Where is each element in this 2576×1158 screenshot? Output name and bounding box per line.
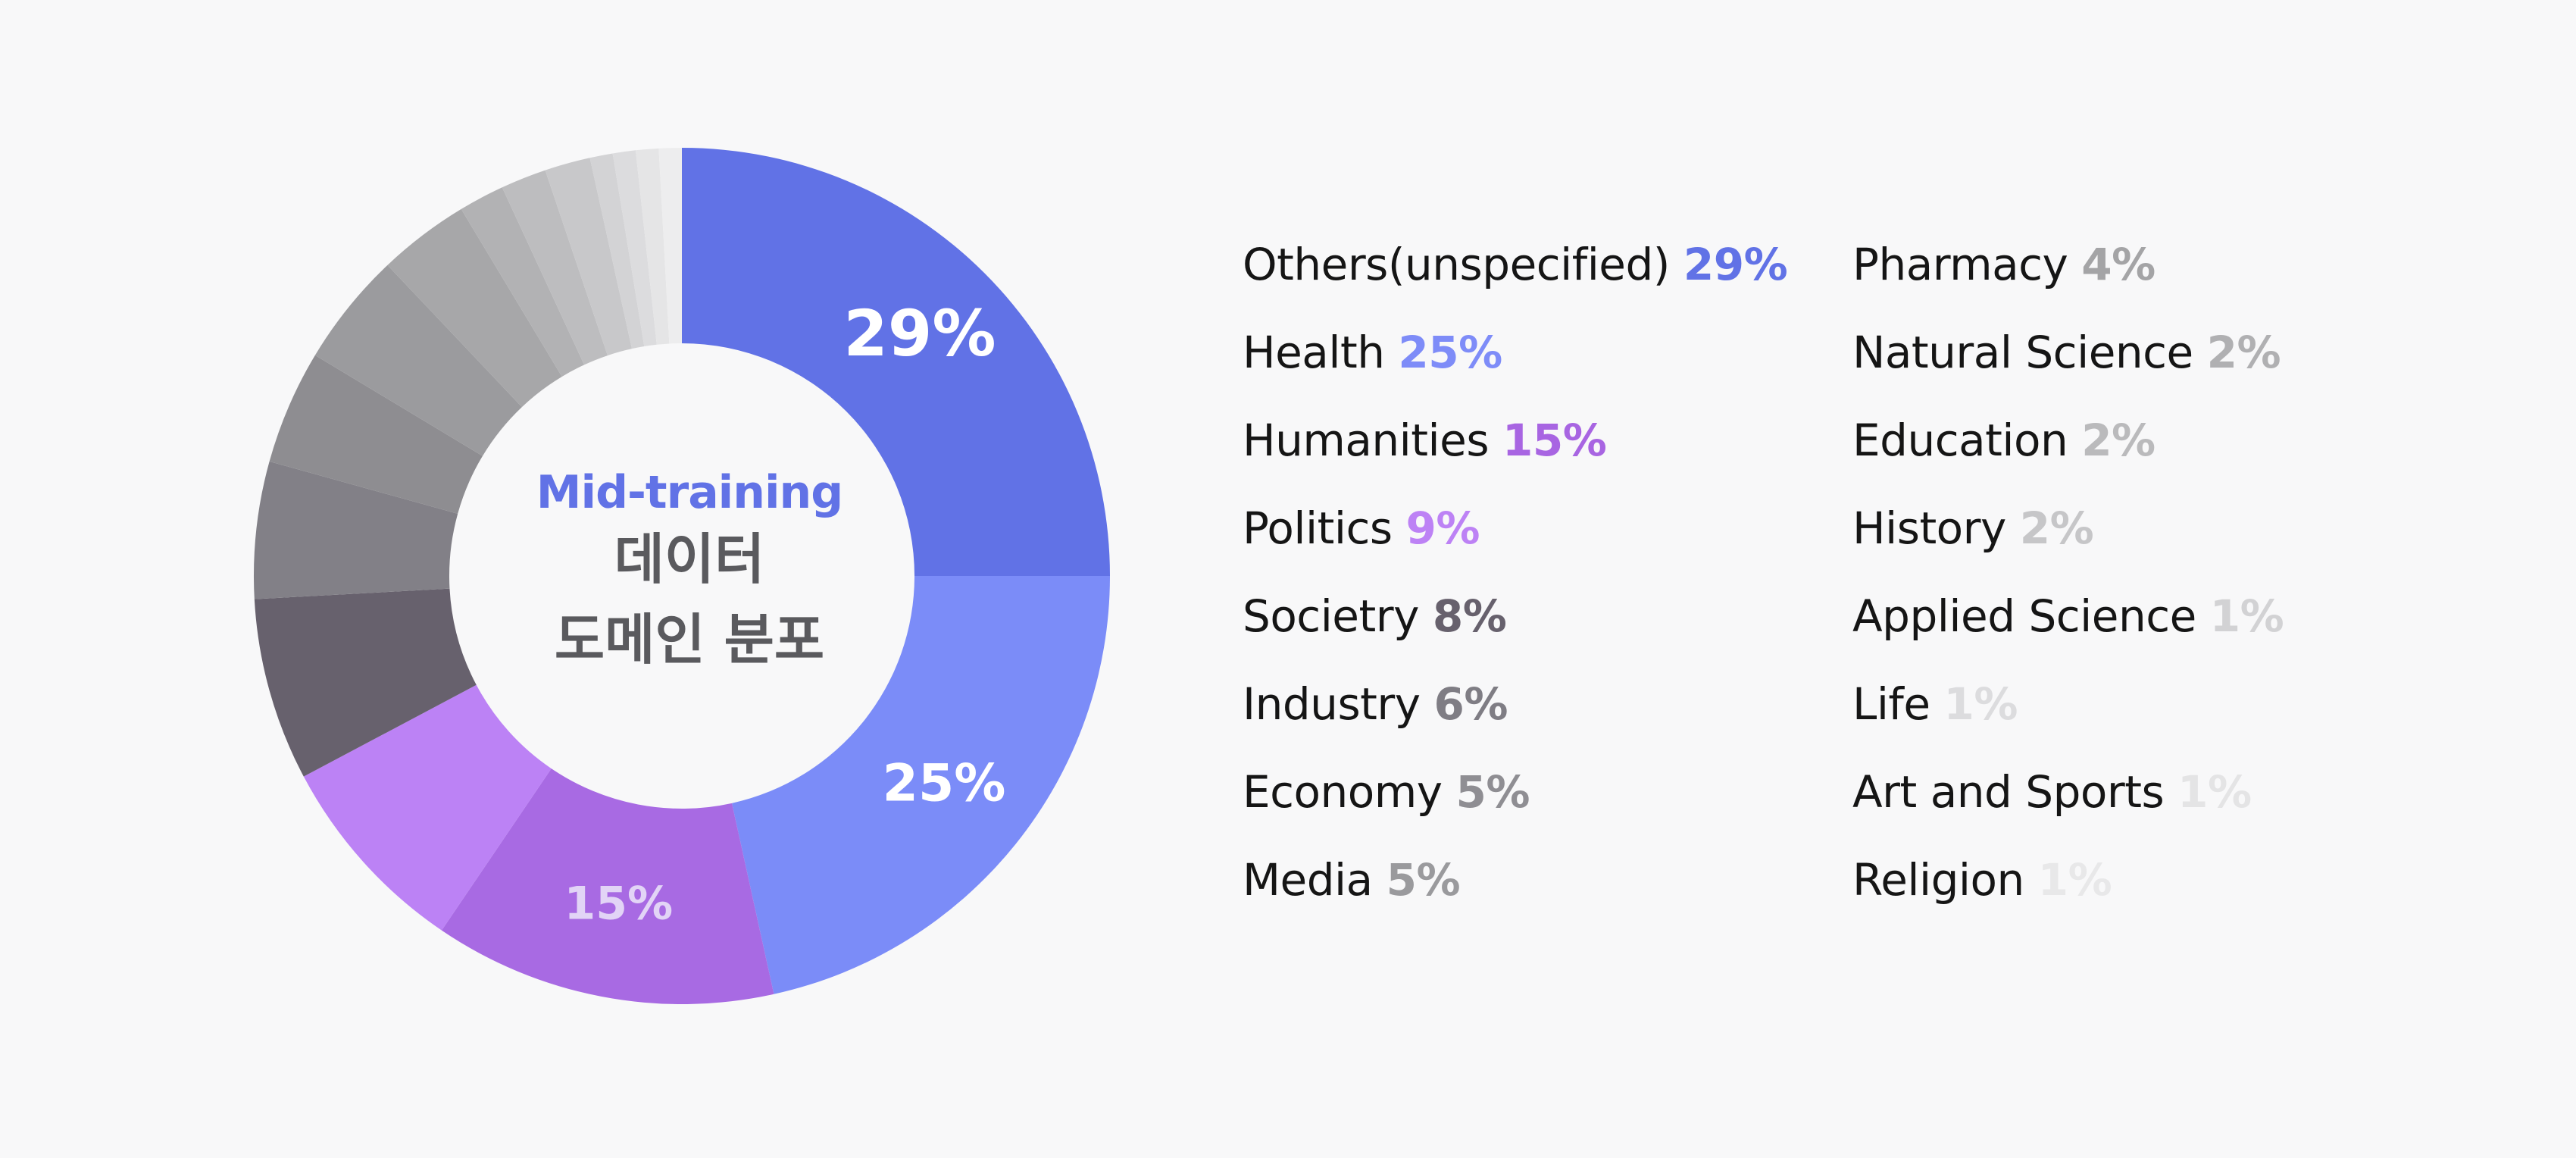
donut-chart: 29% 25% 15%: [254, 148, 1110, 1004]
legend-item: Health 25%: [1243, 327, 1787, 415]
legend-label: Economy: [1243, 766, 1456, 818]
center-subtitle-line2: 도메인 분포: [554, 608, 825, 671]
legend-label: Natural Science: [1852, 327, 2207, 378]
legend-item: Religion 1%: [1852, 854, 2284, 942]
legend-item: Humanities 15%: [1243, 415, 1787, 502]
legend-item: Politics 9%: [1243, 502, 1787, 590]
legend-value: 29%: [1683, 239, 1788, 290]
donut-slice-8: [387, 208, 562, 408]
legend-column-left: Others(unspecified) 29% Health 25% Humanit…: [1243, 239, 1788, 942]
legend-item: Economy 5%: [1243, 766, 1787, 854]
legend-item: Applied Science 1%: [1852, 590, 2284, 678]
legend-value: 4%: [2081, 239, 2156, 290]
donut-slice-6: [269, 355, 483, 514]
legend-label: Humanities: [1243, 415, 1502, 466]
center-title: Mid-training: [536, 466, 843, 519]
legend-value: 1%: [2209, 590, 2284, 642]
legend-item: Education 2%: [1852, 415, 2284, 502]
legend-value: 1%: [1943, 678, 2018, 730]
legend-label: Industry: [1243, 678, 1434, 730]
legend-label: Health: [1243, 327, 1399, 378]
donut-slice-12: [589, 153, 645, 349]
donut-slice-9: [461, 187, 585, 377]
legend-label: Societry: [1243, 590, 1433, 642]
legend-column-right: Pharmacy 4% Natural Science 2% Education 2…: [1852, 239, 2284, 942]
legend-label: Art and Sports: [1852, 766, 2178, 818]
donut-slice-13: [612, 150, 657, 347]
legend-value: 2%: [2206, 327, 2281, 378]
donut-slice-7: [314, 264, 522, 456]
donut-slice-3: [303, 684, 552, 931]
legend-value: 8%: [1432, 590, 1507, 642]
legend-value: 2%: [2081, 415, 2156, 466]
donut-slice-11: [545, 158, 633, 356]
legend-item: Natural Science 2%: [1852, 327, 2284, 415]
legend-label: Pharmacy: [1852, 239, 2082, 290]
legend-item: Others(unspecified) 29%: [1243, 239, 1788, 327]
legend-label: Politics: [1243, 502, 1406, 554]
legend-value: 1%: [2177, 766, 2252, 818]
legend-label: History: [1852, 502, 2020, 554]
legend-item: Societry 8%: [1243, 590, 1787, 678]
legend-value: 15%: [1502, 415, 1607, 466]
legend-label: Life: [1852, 678, 1944, 730]
legend-label: Others(unspecified): [1243, 239, 1683, 290]
donut-slice-0: [682, 148, 1110, 576]
legend-item: History 2%: [1852, 502, 2284, 590]
legend-value: 6%: [1433, 678, 1508, 730]
legend-item: Art and Sports 1%: [1852, 766, 2284, 854]
donut-slice-10: [502, 170, 608, 365]
legend-item: Pharmacy 4%: [1852, 239, 2284, 327]
legend-label: Education: [1852, 415, 2082, 466]
donut-slice-15: [658, 148, 682, 344]
legend-item: Life 1%: [1852, 678, 2284, 766]
chart-center-label: Mid-training 데이터 도메인 분포: [455, 466, 924, 680]
legend-value: 2%: [2019, 502, 2094, 554]
donut-slice-2: [441, 768, 774, 1004]
center-subtitle-line1: 데이터: [614, 527, 765, 591]
donut-slice-5: [254, 461, 458, 599]
donut-slice-14: [635, 148, 670, 345]
slice-value-label-1: 25%: [883, 754, 1006, 814]
legend-value: 25%: [1398, 327, 1502, 378]
legend-value: 5%: [1455, 766, 1530, 818]
legend-item: Industry 6%: [1243, 678, 1787, 766]
legend-value: 9%: [1405, 502, 1480, 554]
legend-value: 1%: [2037, 854, 2112, 906]
slice-value-label-2: 15%: [564, 878, 674, 931]
donut-slice-1: [731, 576, 1110, 994]
legend-label: Media: [1243, 854, 1386, 906]
slice-value-label-0: 29%: [843, 296, 996, 371]
legend-label: Religion: [1852, 854, 2038, 906]
donut-slice-4: [254, 588, 477, 777]
legend-label: Applied Science: [1852, 590, 2210, 642]
legend-item: Media 5%: [1243, 854, 1787, 942]
legend-value: 5%: [1386, 854, 1461, 906]
